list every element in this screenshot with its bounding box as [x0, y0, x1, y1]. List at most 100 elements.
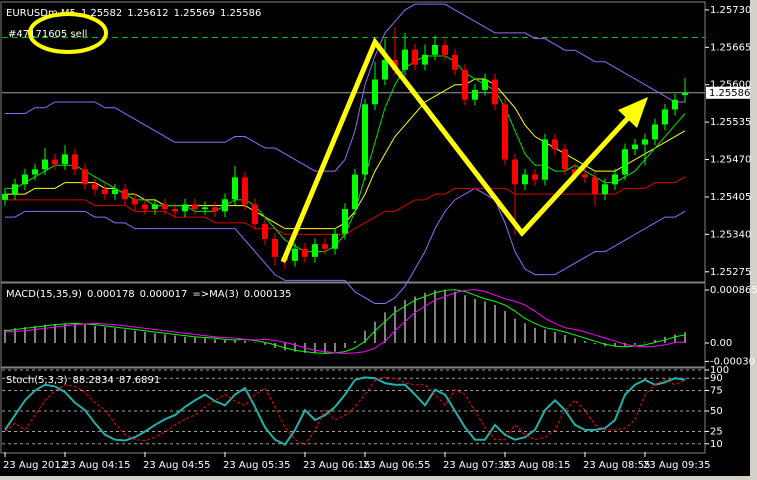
candle-body	[462, 69, 468, 100]
y-tick-label: 1.25730	[710, 5, 751, 16]
candle-body	[552, 139, 558, 150]
candle-body	[132, 199, 138, 205]
x-tick-label: 23 Aug 06:15	[303, 460, 370, 471]
candle-body	[232, 177, 238, 200]
candle-body	[12, 184, 18, 195]
candle-body	[592, 177, 598, 195]
candle-body	[62, 154, 68, 165]
y-tick-label: 0.000865	[710, 285, 757, 296]
indicator-line	[5, 3, 685, 172]
order-annotation: #47171605 sell	[8, 29, 87, 40]
candle-body	[342, 209, 348, 234]
candle-body	[452, 54, 458, 70]
candle-body	[92, 184, 98, 190]
hand-drawing	[28, 12, 648, 263]
header-part: 1.25582	[81, 8, 122, 19]
candle-body	[72, 154, 78, 170]
y-tick-label: -0.00030	[710, 356, 755, 367]
stoch-line	[4, 376, 686, 446]
candle-body	[302, 248, 308, 257]
x-tick-label: 23 Aug 08:15	[503, 460, 570, 471]
y-tick-label: 1.25405	[710, 192, 751, 203]
candle-body	[582, 174, 588, 178]
indicator-line	[5, 187, 686, 304]
panel-header: Stoch(5,3,3) 88.2834 87.6891	[6, 375, 160, 386]
candle-body	[202, 207, 208, 210]
y-tick-label: 1.25535	[710, 117, 751, 128]
header-part: 87.6891	[119, 375, 160, 386]
candle-body	[152, 204, 158, 210]
candle-body	[372, 79, 378, 105]
header-part: MACD(15,35,9)	[6, 289, 82, 300]
y-tick-label: 1.25340	[710, 229, 751, 240]
plot: 1.25730 1.25665 1.25600 1.25535 1.25470 1.254…	[2, 3, 757, 471]
header-part: 0.000017	[140, 289, 188, 300]
y-tick-label: 50	[710, 406, 723, 417]
candle-body	[652, 124, 658, 140]
y-tick-label: 100	[710, 365, 729, 376]
y-tick-label: 10	[710, 439, 723, 450]
candle-body	[682, 92, 688, 96]
candle-body	[292, 248, 298, 261]
macd-panel	[0, 282, 706, 368]
candle-body	[32, 169, 38, 175]
header-part: 1.25612	[127, 8, 168, 19]
candle-body	[612, 174, 618, 185]
candle-body	[522, 174, 528, 185]
candle-body	[622, 149, 628, 175]
candle-body	[142, 204, 148, 210]
y-tick-label: 0.00	[710, 338, 732, 349]
candle-body	[112, 189, 118, 195]
panel-header: MACD(15,35,9) 0.000178 0.000017 =>MA(3) 0.00…	[6, 289, 292, 300]
header-part: Stoch(5,3,3)	[6, 375, 68, 386]
price-label: 1.25586	[709, 88, 750, 99]
candle-body	[312, 244, 318, 257]
header-part: 1.25569	[174, 8, 215, 19]
panel-header: EURUSDm,M5 1.25582 1.25612 1.25569 1.25586	[6, 8, 261, 19]
candle-body	[42, 159, 48, 170]
x-tick-label: 23 Aug 04:15	[63, 460, 130, 471]
window-edge	[0, 476, 757, 480]
header-part: 1.25586	[220, 8, 261, 19]
candle-body	[252, 204, 258, 225]
candle-body	[532, 174, 538, 180]
candle-body	[182, 204, 188, 212]
header-part: 88.2834	[72, 375, 113, 386]
window-edge	[750, 0, 757, 480]
candle-body	[422, 54, 428, 65]
candle-body	[192, 204, 198, 210]
y-tick-label: 75	[710, 386, 723, 397]
stoch-line	[4, 376, 686, 446]
candle-body	[52, 159, 58, 165]
candle-body	[162, 204, 168, 210]
candle-body	[442, 45, 448, 55]
y-tick-label: 25	[710, 427, 723, 438]
x-tick-label: 23 Aug 07:35	[443, 460, 510, 471]
candle-body	[362, 104, 368, 175]
candle-body	[502, 104, 508, 160]
x-tick-label: 23 Aug 06:55	[363, 460, 430, 471]
header-part: 0.000135	[244, 289, 292, 300]
candle-body	[332, 233, 338, 249]
macd-line	[4, 289, 686, 354]
x-tick-label: 23 Aug 05:35	[223, 460, 290, 471]
candle-body	[352, 174, 358, 210]
candle-body	[562, 149, 568, 170]
candle-body	[662, 109, 668, 125]
header-part: =>MA(3)	[192, 289, 238, 300]
candle-body	[322, 244, 328, 249]
y-tick-label: 1.25600	[710, 80, 751, 91]
y-tick-label: 90	[710, 373, 723, 384]
candle-body	[512, 159, 518, 185]
candle-body	[172, 209, 178, 212]
candle-body	[22, 174, 28, 185]
candle-body	[542, 139, 548, 180]
candle-body	[102, 189, 108, 195]
x-tick-label: 23 Aug 09:35	[643, 460, 710, 471]
candle-body	[242, 177, 248, 205]
zigzag-arrow	[280, 37, 630, 263]
price-box	[706, 86, 750, 99]
y-tick-label: 1.25275	[710, 267, 751, 278]
macd-line	[4, 289, 686, 354]
